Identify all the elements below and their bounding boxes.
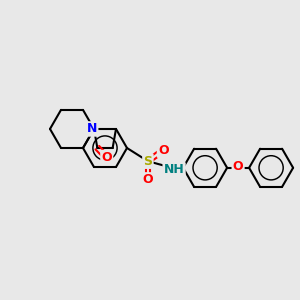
Text: NH: NH bbox=[164, 163, 184, 176]
Text: O: O bbox=[142, 173, 153, 186]
Text: O: O bbox=[158, 144, 169, 157]
Text: N: N bbox=[87, 122, 97, 135]
Text: O: O bbox=[233, 160, 243, 173]
Text: S: S bbox=[143, 155, 152, 168]
Text: O: O bbox=[101, 151, 112, 164]
